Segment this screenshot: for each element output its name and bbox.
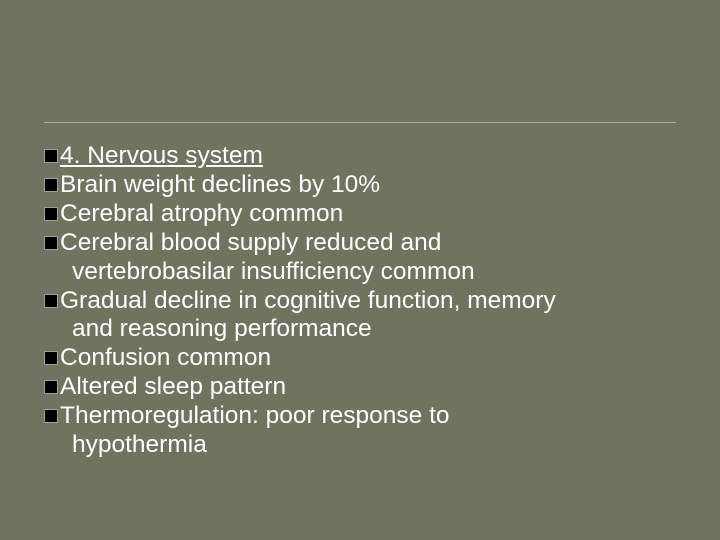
bullet-continuation: vertebrobasilar insufficiency common xyxy=(44,258,684,287)
bullet-text: Brain weight declines by 10% xyxy=(60,171,380,198)
square-bullet-icon xyxy=(44,294,58,308)
bullet-text: Altered sleep pattern xyxy=(60,373,286,400)
bullet-item: Thermoregulation: poor response to hypot… xyxy=(44,402,684,460)
bullet-text: Cerebral blood supply reduced and xyxy=(60,229,441,256)
bullet-text: Thermoregulation: poor response to xyxy=(60,402,450,429)
bullet-text: Gradual decline in cognitive function, m… xyxy=(60,287,556,314)
bullet-item: Gradual decline in cognitive function, m… xyxy=(44,287,684,345)
bullet-text: 4. Nervous system xyxy=(60,142,263,169)
square-bullet-icon xyxy=(44,178,58,192)
divider-line xyxy=(44,122,676,123)
bullet-item: Brain weight declines by 10% xyxy=(44,171,684,200)
bullet-item: Cerebral blood supply reduced and verteb… xyxy=(44,229,684,287)
square-bullet-icon xyxy=(44,207,58,221)
square-bullet-icon xyxy=(44,149,58,163)
bullet-continuation: and reasoning performance xyxy=(44,315,684,344)
square-bullet-icon xyxy=(44,409,58,423)
bullet-text: Confusion common xyxy=(60,344,271,371)
bullet-item: Confusion common xyxy=(44,344,684,373)
slide-body: 4. Nervous system Brain weight declines … xyxy=(44,142,684,460)
square-bullet-icon xyxy=(44,236,58,250)
square-bullet-icon xyxy=(44,380,58,394)
bullet-continuation: hypothermia xyxy=(44,431,684,460)
bullet-item: Altered sleep pattern xyxy=(44,373,684,402)
bullet-item: 4. Nervous system xyxy=(44,142,684,171)
square-bullet-icon xyxy=(44,351,58,365)
bullet-item: Cerebral atrophy common xyxy=(44,200,684,229)
bullet-text: Cerebral atrophy common xyxy=(60,200,343,227)
